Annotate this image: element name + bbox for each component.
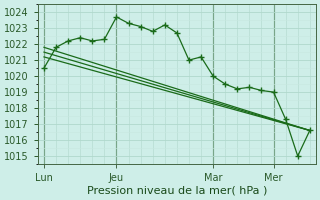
X-axis label: Pression niveau de la mer( hPa ): Pression niveau de la mer( hPa )	[87, 186, 267, 196]
